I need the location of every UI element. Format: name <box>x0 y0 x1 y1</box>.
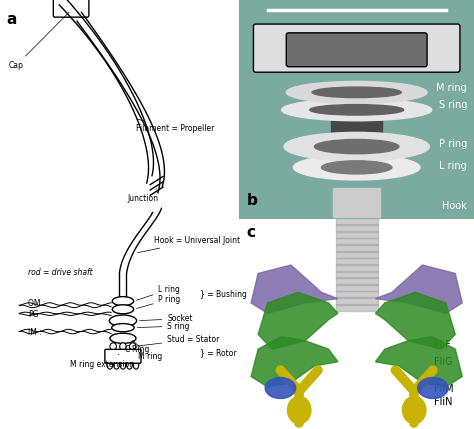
Text: P ring: P ring <box>439 139 467 149</box>
Text: Socket: Socket <box>140 314 193 323</box>
Text: C-Ring: C-Ring <box>118 345 150 355</box>
Text: FliN: FliN <box>434 397 453 407</box>
FancyBboxPatch shape <box>286 33 427 67</box>
Text: L ring: L ring <box>137 285 181 300</box>
Ellipse shape <box>127 360 132 369</box>
Text: S ring: S ring <box>137 322 190 330</box>
Polygon shape <box>251 336 338 387</box>
Text: C ring: C ring <box>377 46 406 57</box>
Bar <box>336 304 378 311</box>
Bar <box>336 271 378 278</box>
Text: Stud = Stator: Stud = Stator <box>137 335 220 346</box>
Bar <box>336 238 378 245</box>
Text: Hook: Hook <box>442 201 467 211</box>
Ellipse shape <box>418 378 448 399</box>
Text: L ring: L ring <box>439 161 467 171</box>
Text: b: b <box>246 193 257 208</box>
FancyBboxPatch shape <box>53 0 89 17</box>
Text: IM :: IM : <box>28 328 42 337</box>
Bar <box>336 257 378 265</box>
Bar <box>331 118 383 134</box>
Ellipse shape <box>321 161 392 174</box>
Polygon shape <box>375 265 462 313</box>
Text: M ring extension: M ring extension <box>70 360 134 369</box>
Ellipse shape <box>129 343 136 350</box>
Ellipse shape <box>133 360 139 369</box>
Text: FliG: FliG <box>434 357 453 367</box>
Text: M ring: M ring <box>436 82 467 93</box>
Text: FliF: FliF <box>434 340 451 350</box>
Text: a: a <box>6 12 16 27</box>
Text: Cap: Cap <box>9 12 69 70</box>
Bar <box>336 291 378 298</box>
Bar <box>336 264 378 272</box>
FancyBboxPatch shape <box>254 24 460 72</box>
Polygon shape <box>251 265 338 313</box>
Ellipse shape <box>402 396 426 424</box>
Ellipse shape <box>109 315 137 326</box>
Ellipse shape <box>287 396 311 424</box>
Text: M ring: M ring <box>132 340 162 361</box>
Text: S ring: S ring <box>438 100 467 110</box>
Text: OM :: OM : <box>28 299 46 308</box>
Polygon shape <box>375 293 455 349</box>
Bar <box>336 297 378 305</box>
Bar <box>336 251 378 258</box>
Text: Junction: Junction <box>128 189 158 202</box>
Ellipse shape <box>110 333 136 343</box>
Text: FliM: FliM <box>434 384 454 394</box>
Ellipse shape <box>107 360 113 369</box>
Text: } = Bushing: } = Bushing <box>200 290 247 299</box>
Bar <box>333 188 380 217</box>
Ellipse shape <box>310 105 403 115</box>
Text: Filament = Propeller: Filament = Propeller <box>137 119 215 133</box>
Ellipse shape <box>112 296 134 305</box>
Ellipse shape <box>119 343 126 350</box>
Bar <box>336 278 378 285</box>
Ellipse shape <box>120 360 126 369</box>
Text: } = Rotor: } = Rotor <box>200 348 237 357</box>
Ellipse shape <box>112 305 134 314</box>
Bar <box>336 218 378 225</box>
FancyBboxPatch shape <box>105 349 141 363</box>
Polygon shape <box>375 336 462 387</box>
Text: Hook = Universal Joint: Hook = Universal Joint <box>137 236 240 253</box>
Ellipse shape <box>312 87 401 97</box>
Text: c: c <box>246 225 255 240</box>
Bar <box>336 244 378 252</box>
Ellipse shape <box>293 155 420 180</box>
Ellipse shape <box>114 360 119 369</box>
Text: PG: PG <box>28 310 39 319</box>
Ellipse shape <box>265 378 296 399</box>
Text: P ring: P ring <box>137 295 181 308</box>
Ellipse shape <box>314 139 399 154</box>
Ellipse shape <box>284 133 429 161</box>
Polygon shape <box>258 293 338 349</box>
Ellipse shape <box>282 99 432 121</box>
Ellipse shape <box>110 343 117 350</box>
Bar <box>336 224 378 232</box>
Ellipse shape <box>112 323 134 332</box>
Bar <box>336 231 378 239</box>
Ellipse shape <box>286 82 427 103</box>
Text: rod = drive shaft: rod = drive shaft <box>28 269 93 278</box>
Bar <box>336 284 378 291</box>
